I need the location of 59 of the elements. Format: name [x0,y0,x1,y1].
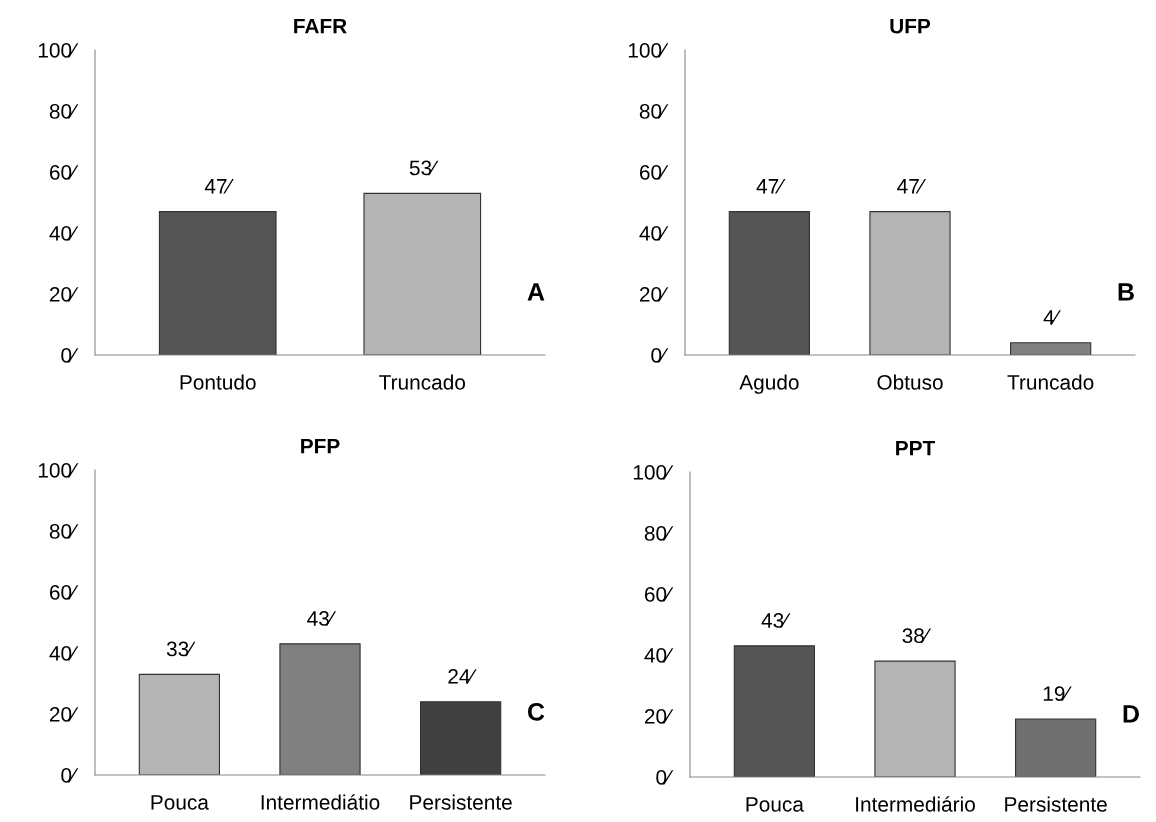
chart-title: PPT [896,441,936,456]
y-tick-label: 0⁄ [61,348,79,363]
data-label: 19⁄ [1043,686,1072,702]
data-label: 38⁄ [902,628,932,644]
x-tick-label: Pontudo [180,374,256,390]
y-tick-label: 40⁄ [49,646,79,661]
y-tick-label: 60⁄ [644,587,674,602]
x-tick-label: Persistente [1005,796,1107,812]
y-tick-label: 80⁄ [49,104,79,119]
annotation: C [527,703,545,721]
y-tick-label: 80⁄ [644,526,674,541]
annotation: B [1118,283,1134,301]
chart-title: FAFR [294,19,347,34]
y-tick-label: 20⁄ [49,707,79,722]
y-tick-label: 80⁄ [639,104,669,119]
x-tick-label: Agudo [739,374,799,394]
x-tick-label: Pouca [151,795,209,810]
y-tick-label: 0⁄ [61,768,79,783]
bar [138,673,221,775]
data-label: 47⁄ [756,179,786,194]
bar [874,660,956,777]
y-tick-label: 60⁄ [49,585,79,600]
y-tick-label: 100⁄ [38,463,79,478]
data-label: 33⁄ [166,641,196,657]
x-tick-label: Truncado [1007,374,1094,390]
chart-title: UFP [890,19,931,34]
y-tick-label: 100⁄ [38,43,79,58]
data-label: 43⁄ [307,611,337,626]
y-tick-label: 100⁄ [628,43,669,58]
y-tick-label: 40⁄ [644,648,674,663]
y-tick-label: 40⁄ [49,226,79,241]
y-tick-label: 60⁄ [639,165,669,180]
y-tick-label: 100⁄ [633,465,674,480]
bar [733,645,816,777]
annotation: A [527,283,545,301]
y-tick-label: 60⁄ [49,165,79,180]
y-tick-label: 0⁄ [656,770,674,785]
data-label: 47⁄ [897,179,927,194]
x-tick-label: Obtuso [877,374,943,390]
y-tick-label: 80⁄ [49,524,79,539]
y-tick-label: 20⁄ [644,709,674,724]
annotation: D [1123,705,1139,723]
data-label: 43⁄ [761,613,791,628]
y-tick-label: 40⁄ [639,226,669,241]
y-tick-label: 20⁄ [639,287,669,302]
bar [419,701,502,775]
data-label: 24⁄ [448,669,477,684]
x-tick-label: Truncado [379,374,466,390]
data-label: 47⁄ [204,179,234,194]
x-tick-label: Intermediário [856,796,975,812]
x-tick-label: Intermediátio [261,794,380,810]
x-tick-label: Pouca [746,797,804,812]
y-tick-label: 0⁄ [651,348,669,363]
data-label: 53⁄ [409,160,439,176]
chart-title: PFP [301,439,340,454]
x-tick-label: Persistente [410,794,512,810]
y-tick-label: 20⁄ [49,287,79,302]
data-label: 4⁄ [1043,310,1061,325]
bar [1014,718,1097,777]
